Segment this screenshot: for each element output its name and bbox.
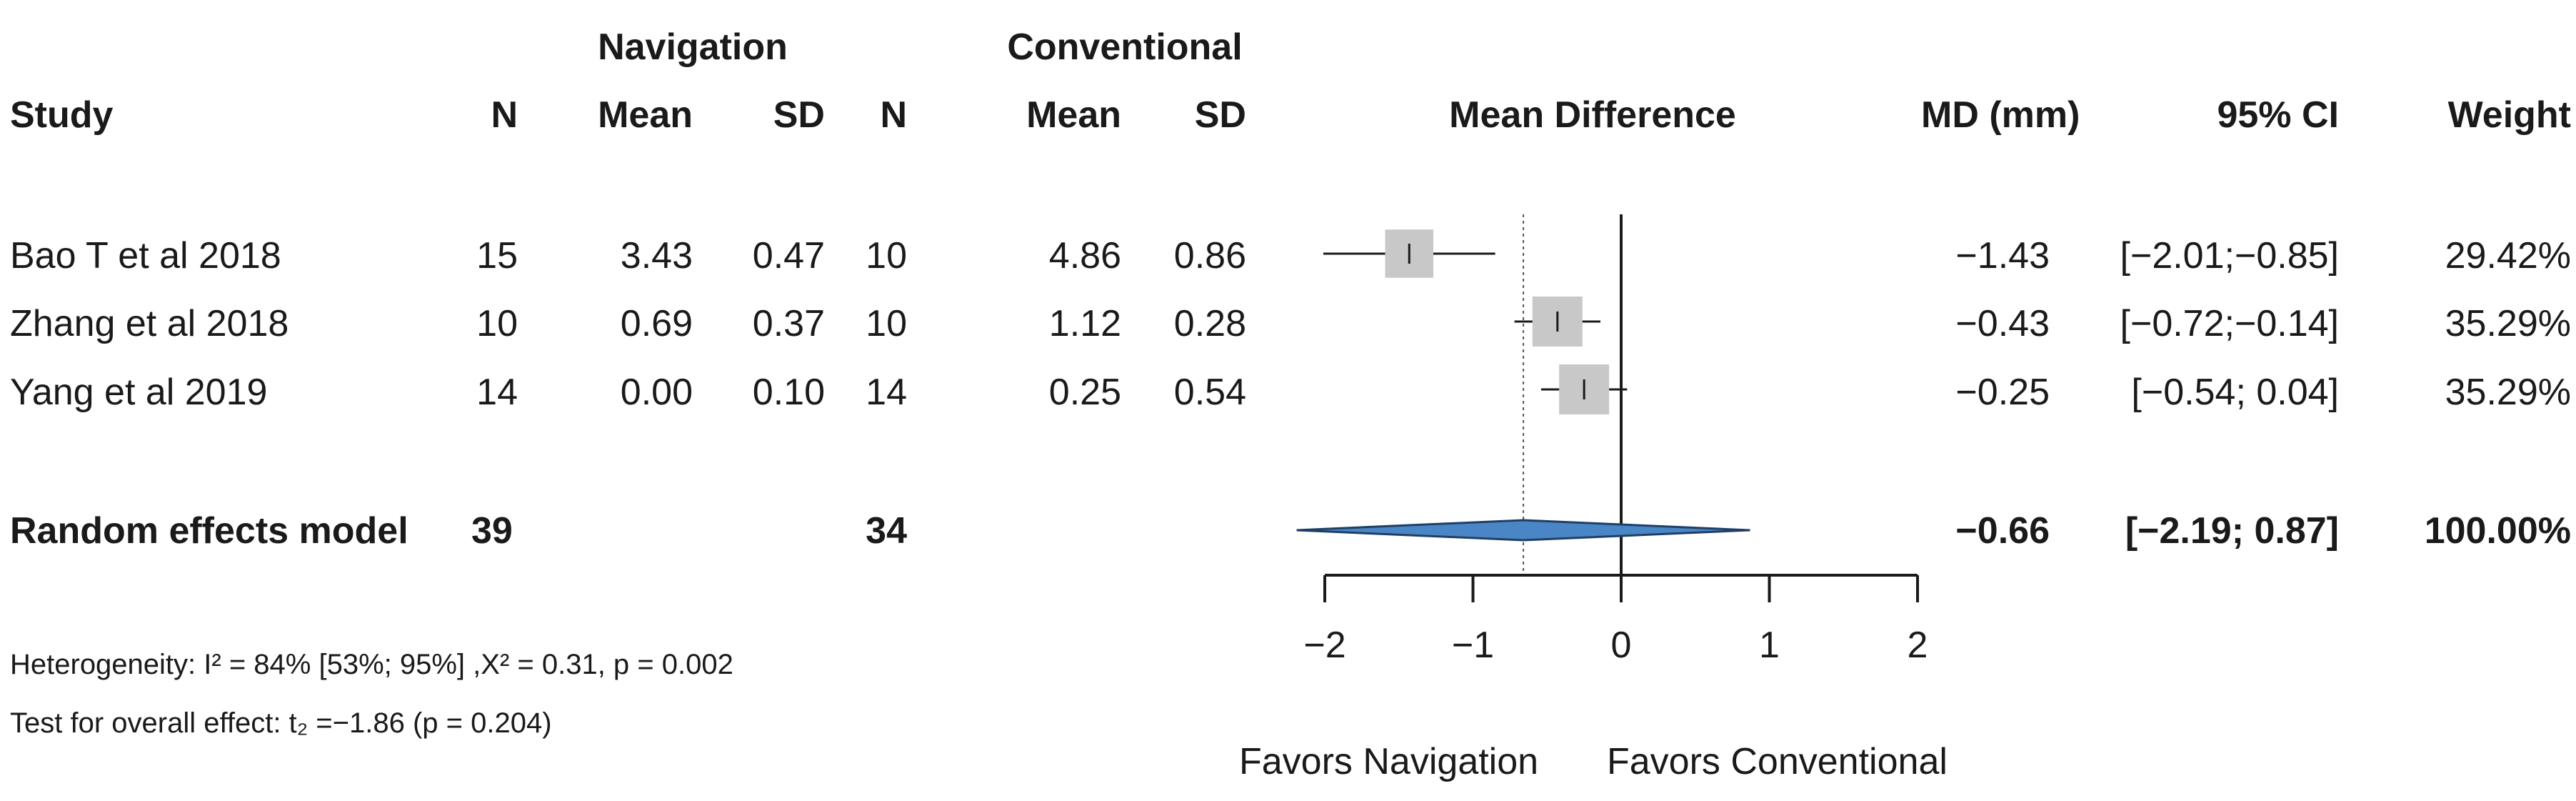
col-header-n2: N	[880, 94, 907, 136]
study-n1: 15	[476, 235, 518, 277]
study-weight: 35.29%	[2445, 372, 2571, 413]
favors-left-label: Favors Navigation	[1239, 741, 1539, 782]
col-header-ci: 95% CI	[2217, 94, 2339, 136]
overall-ci: [−2.19; 0.87]	[2125, 510, 2339, 552]
study-md: −1.43	[1955, 235, 2050, 277]
col-header-sd1: SD	[773, 94, 825, 136]
overall-n2: 34	[866, 510, 907, 552]
study-ci: [−2.01;−0.85]	[2120, 235, 2340, 277]
study-n1: 14	[476, 372, 518, 413]
study-sd2: 0.54	[1173, 372, 1246, 413]
col-header-mean2: Mean	[1026, 94, 1121, 136]
study-name: Zhang et al 2018	[10, 303, 289, 344]
study-sd1: 0.10	[752, 372, 825, 413]
study-ci: [−0.54; 0.04]	[2131, 372, 2339, 413]
study-n1: 10	[476, 303, 518, 344]
col-header-sd2: SD	[1194, 94, 1246, 136]
study-sd1: 0.47	[752, 235, 825, 277]
overall-n1: 39	[471, 510, 513, 552]
study-mean1: 0.00	[620, 372, 693, 413]
study-weight: 35.29%	[2445, 303, 2571, 344]
study-n2: 10	[866, 303, 907, 344]
overall-effect-text: Test for overall effect: t₂ =−1.86 (p = …	[10, 707, 552, 739]
study-mean2: 4.86	[1048, 235, 1121, 277]
study-weight: 29.42%	[2445, 235, 2571, 277]
overall-md: −0.66	[1955, 510, 2050, 552]
study-mean1: 3.43	[620, 235, 693, 277]
study-md: −0.43	[1955, 303, 2050, 344]
study-mean1: 0.69	[620, 303, 693, 344]
x-tick-label: 2	[1908, 625, 1928, 666]
study-sd1: 0.37	[752, 303, 825, 344]
col-header-plot: Mean Difference	[1449, 94, 1736, 136]
col-header-n1: N	[491, 94, 518, 136]
study-ci: [−0.72;−0.14]	[2120, 303, 2340, 344]
group-header-conventional: Conventional	[1007, 26, 1243, 68]
study-n2: 10	[866, 235, 907, 277]
study-sd2: 0.28	[1173, 303, 1246, 344]
x-tick-label: −2	[1303, 625, 1345, 666]
study-sd2: 0.86	[1173, 235, 1246, 277]
col-header-weight: Weight	[2447, 94, 2571, 136]
col-header-study: Study	[10, 94, 114, 136]
col-header-mean1: Mean	[598, 94, 693, 136]
study-name: Yang et al 2019	[10, 372, 268, 413]
overall-weight: 100.00%	[2424, 510, 2571, 552]
study-n2: 14	[866, 372, 907, 413]
heterogeneity-text: Heterogeneity: I² = 84% [53%; 95%] ,X² =…	[10, 649, 733, 680]
overall-name: Random effects model	[10, 510, 409, 552]
study-mean2: 1.12	[1048, 303, 1121, 344]
study-mean2: 0.25	[1048, 372, 1121, 413]
favors-right-label: Favors Conventional	[1607, 741, 1948, 782]
col-header-md: MD (mm)	[1921, 94, 2080, 136]
x-tick-label: 0	[1611, 625, 1632, 666]
study-md: −0.25	[1955, 372, 2050, 413]
x-tick-label: 1	[1759, 625, 1780, 666]
x-tick-label: −1	[1452, 625, 1494, 666]
study-name: Bao T et al 2018	[10, 235, 281, 277]
overall-diamond	[1296, 519, 1750, 542]
group-header-navigation: Navigation	[598, 26, 788, 68]
